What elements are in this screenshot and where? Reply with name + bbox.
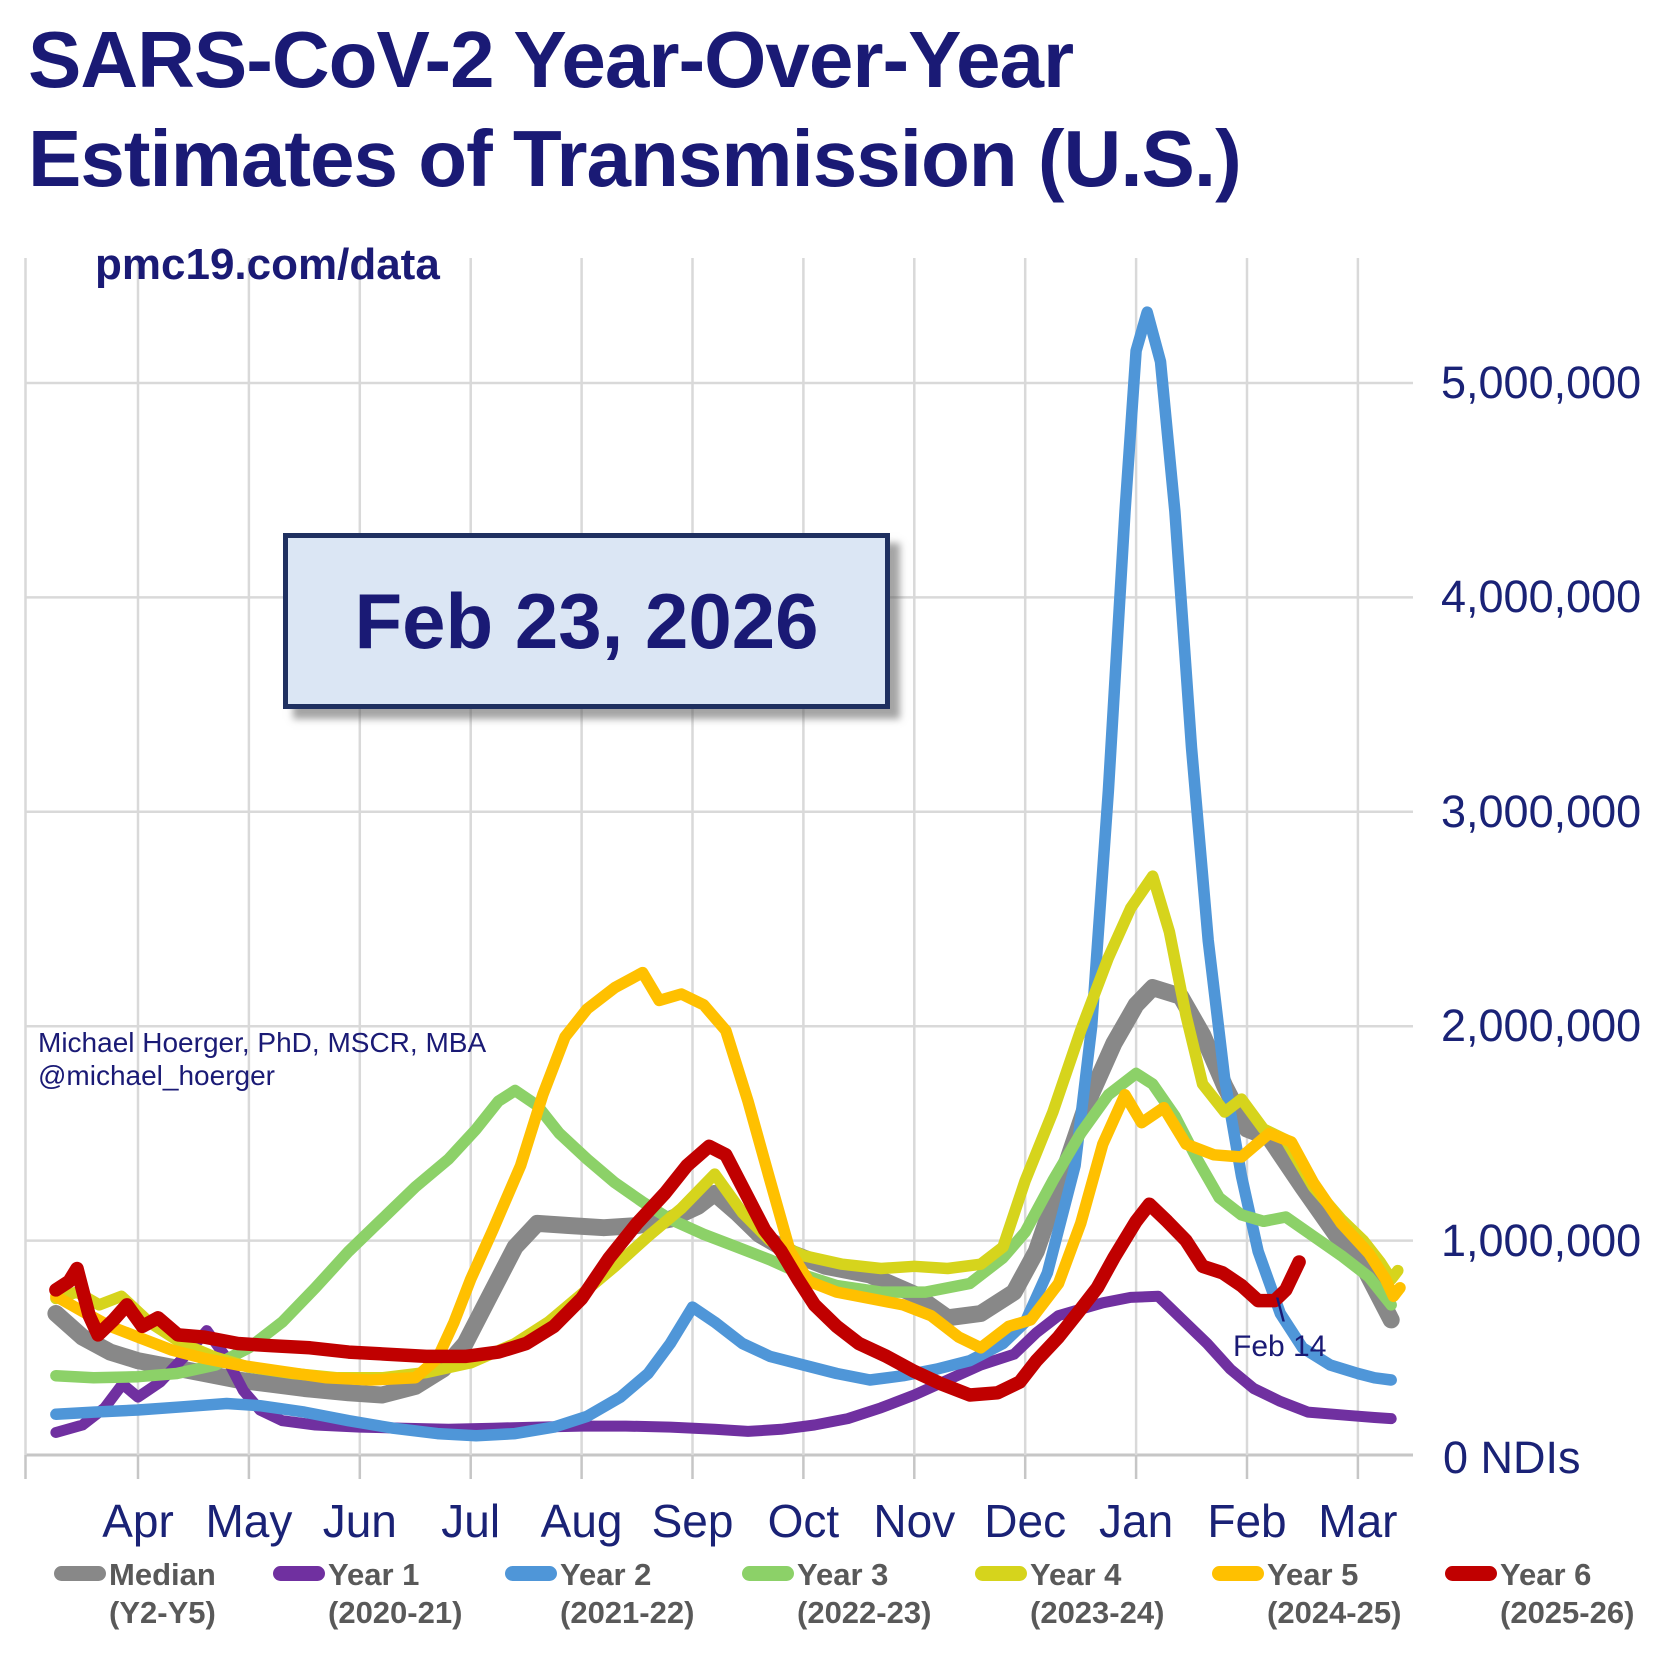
page-title-line2: Estimates of Transmission (U.S.) [28,114,1242,203]
legend-label-name: Year 6 [1500,1557,1592,1592]
legend-swatch-year-1 [273,1566,325,1581]
date-callout-box: Feb 23, 2026 [283,533,890,709]
series-line-year-3 [50,1067,1397,1384]
month-label-apr: Apr [102,1495,174,1547]
y-axis-zero-label: 0 NDIs [1443,1432,1581,1483]
month-label-may: May [205,1495,293,1547]
legend-item-year-5: Year 5 (2024-25) [1212,1556,1401,1632]
month-label-sep: Sep [651,1495,734,1547]
legend-swatch-year-5 [1212,1566,1264,1581]
y-tick-label: 2,000,000 [1441,1000,1642,1052]
page-title-line1: SARS-CoV-2 Year-Over-Year [28,15,1074,104]
y-tick-label: 5,000,000 [1441,357,1642,408]
legend-label-year-3: Year 3 (2022-23) [797,1556,931,1632]
legend-label-years: (2024-25) [1267,1595,1402,1630]
legend-label-years: (2022-23) [797,1595,932,1630]
month-label-jun: Jun [322,1495,397,1547]
month-label-nov: Nov [873,1495,956,1547]
legend-swatch-year-6 [1445,1566,1497,1581]
feb14-pointer: \ [1276,1292,1285,1328]
y-tick-label: 3,000,000 [1441,785,1642,837]
y-tick-label: 1,000,000 [1441,1214,1642,1266]
legend-label-years: (2021-22) [560,1595,695,1630]
y-tick-label: 4,000,000 [1441,571,1642,623]
legend-label-years: (2020-21) [328,1595,463,1630]
legend-label-year-2: Year 2 (2021-22) [560,1556,694,1632]
attribution: Michael Hoerger, PhD, MSCR, MBA @michael… [38,1026,486,1092]
month-label-jan: Jan [1099,1495,1174,1547]
legend-swatch-median [54,1566,106,1581]
series-line-year-4 [50,870,1404,1384]
month-label-jul: Jul [441,1495,501,1547]
legend-label-median: Median (Y2-Y5) [109,1556,216,1632]
month-label-feb: Feb [1207,1495,1287,1547]
legend-label-year-5: Year 5 (2024-25) [1267,1556,1401,1632]
legend-item-year-2: Year 2 (2021-22) [505,1556,694,1632]
series-line-year-5 [50,966,1406,1386]
legend-item-year-6: Year 6 (2025-26) [1445,1556,1634,1632]
month-label-dec: Dec [984,1495,1067,1547]
page-title: SARS-CoV-2 Year-Over-Year Estimates of T… [28,10,1242,208]
attribution-name: Michael Hoerger, PhD, MSCR, MBA [38,1027,487,1058]
date-callout-text: Feb 23, 2026 [354,576,819,665]
watermark-url: pmc19.com/data [95,240,440,289]
legend-item-median: Median (Y2-Y5) [54,1556,216,1632]
legend-label-name: Year 5 [1267,1557,1359,1592]
legend-label-year-1: Year 1 (2020-21) [328,1556,462,1632]
legend-label-name: Year 4 [1030,1557,1122,1592]
month-label-aug: Aug [540,1495,623,1547]
series-line-year-2 [50,306,1397,1442]
legend-label-years: (Y2-Y5) [109,1595,216,1630]
attribution-handle: @michael_hoerger [38,1060,275,1091]
legend-label-years: (2023-24) [1030,1595,1165,1630]
legend-swatch-year-2 [505,1566,557,1581]
legend-item-year-3: Year 3 (2022-23) [742,1556,931,1632]
month-label-mar: Mar [1318,1495,1398,1547]
legend-label-year-6: Year 6 (2025-26) [1500,1556,1634,1632]
legend-swatch-year-3 [742,1566,794,1581]
legend-swatch-year-4 [975,1566,1027,1581]
legend-label-name: Year 1 [328,1557,420,1592]
legend-item-year-1: Year 1 (2020-21) [273,1556,462,1632]
legend-label-years: (2025-26) [1500,1595,1635,1630]
legend-label-name: Year 2 [560,1557,652,1592]
legend-label-year-4: Year 4 (2023-24) [1030,1556,1164,1632]
legend-item-year-4: Year 4 (2023-24) [975,1556,1164,1632]
feb14-annotation: Feb 14 [1233,1330,1327,1363]
series-line-year-6 [49,1139,1306,1402]
month-label-oct: Oct [767,1495,840,1547]
legend-label-name: Year 3 [797,1557,889,1592]
legend-label-name: Median [109,1557,216,1592]
